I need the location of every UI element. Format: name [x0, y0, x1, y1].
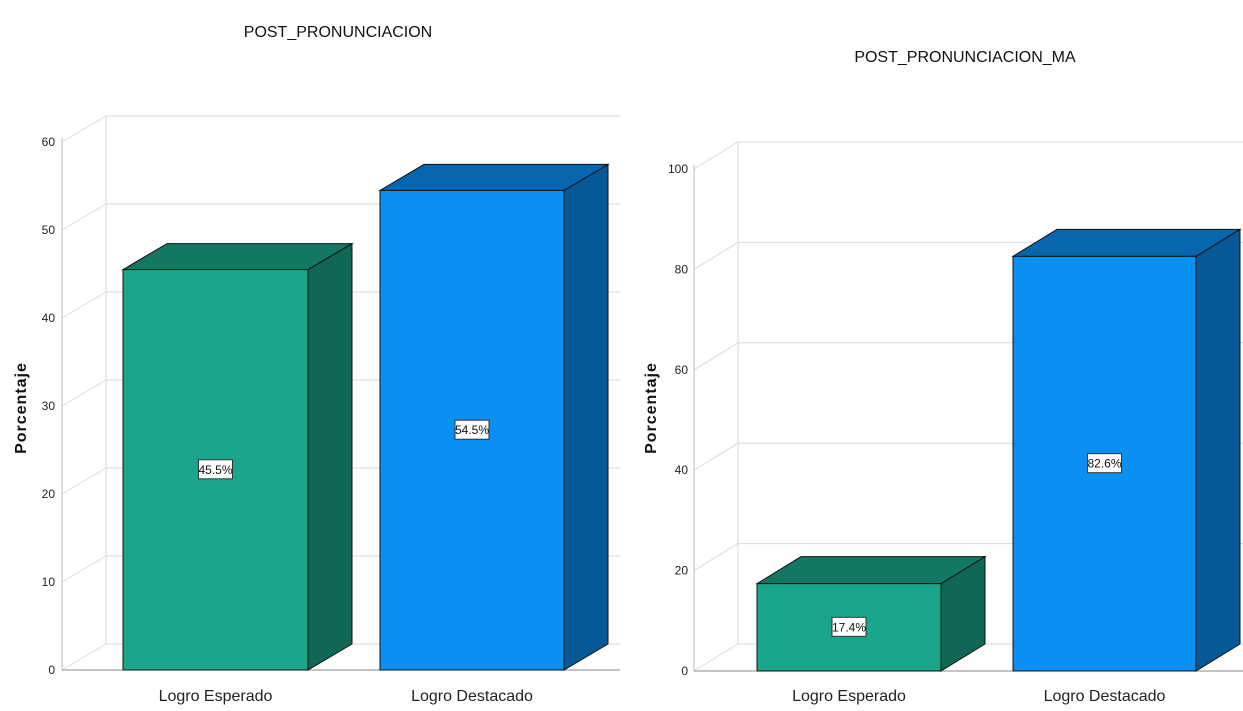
y-tick-label: 50 [42, 223, 56, 237]
x-category-label: Logro Destacado [1044, 688, 1166, 705]
chart-post-pronunciacion-ma: 0 20 40 60 80 100 POST_PRONUNCIACION_MA Porcent… [643, 49, 1243, 705]
side-gridline [61, 379, 107, 407]
side-gridline [61, 555, 107, 583]
data-label: 17.4% [832, 620, 866, 634]
y-tick-label: 0 [48, 663, 55, 677]
side-gridline [693, 543, 739, 572]
data-label: 45.5% [198, 463, 232, 477]
side-gridline [61, 643, 107, 671]
y-tick-label: 100 [668, 162, 688, 176]
data-label-box [454, 419, 490, 440]
y-axis-label: Porcentaje [13, 362, 30, 454]
y-tick-label: 60 [675, 363, 689, 377]
x-category-label: Logro Esperado [792, 688, 906, 705]
y-tick-label: 60 [42, 135, 56, 149]
y-tick-label: 20 [675, 564, 689, 578]
chart-title: POST_PRONUNCIACION [244, 24, 432, 41]
y-tick-label: 10 [42, 575, 56, 589]
y-tick-label: 40 [42, 311, 56, 325]
y-tick-label: 80 [675, 262, 689, 276]
y-tick-label: 20 [42, 487, 56, 501]
data-label-box [831, 616, 867, 637]
data-label: 54.5% [455, 423, 489, 437]
bar-side [563, 163, 609, 671]
side-gridline [61, 467, 107, 495]
side-gridline [693, 241, 739, 270]
x-category-label: Logro Destacado [411, 688, 533, 705]
side-gridline [61, 115, 107, 143]
y-axis-label: Porcentaje [643, 362, 660, 454]
y-tick-label: 40 [675, 463, 689, 477]
x-category-label: Logro Esperado [159, 688, 273, 705]
bar-side [307, 242, 353, 671]
data-label-box [198, 459, 233, 480]
bar-side [1195, 228, 1241, 672]
side-gridline [693, 442, 739, 471]
data-label-box [1087, 453, 1122, 474]
side-gridline [61, 203, 107, 231]
chart-title: POST_PRONUNCIACION_MA [854, 49, 1076, 66]
chart-post-pronunciacion: 0 10 20 30 40 50 60 POST_PRONUNCIACION Porcentaj… [13, 24, 620, 705]
side-gridline [693, 643, 739, 672]
side-gridline [693, 141, 739, 170]
side-gridline [61, 291, 107, 319]
y-tick-label: 30 [42, 399, 56, 413]
side-gridline [693, 342, 739, 371]
y-tick-label: 0 [681, 664, 688, 678]
data-label: 82.6% [1087, 457, 1121, 471]
